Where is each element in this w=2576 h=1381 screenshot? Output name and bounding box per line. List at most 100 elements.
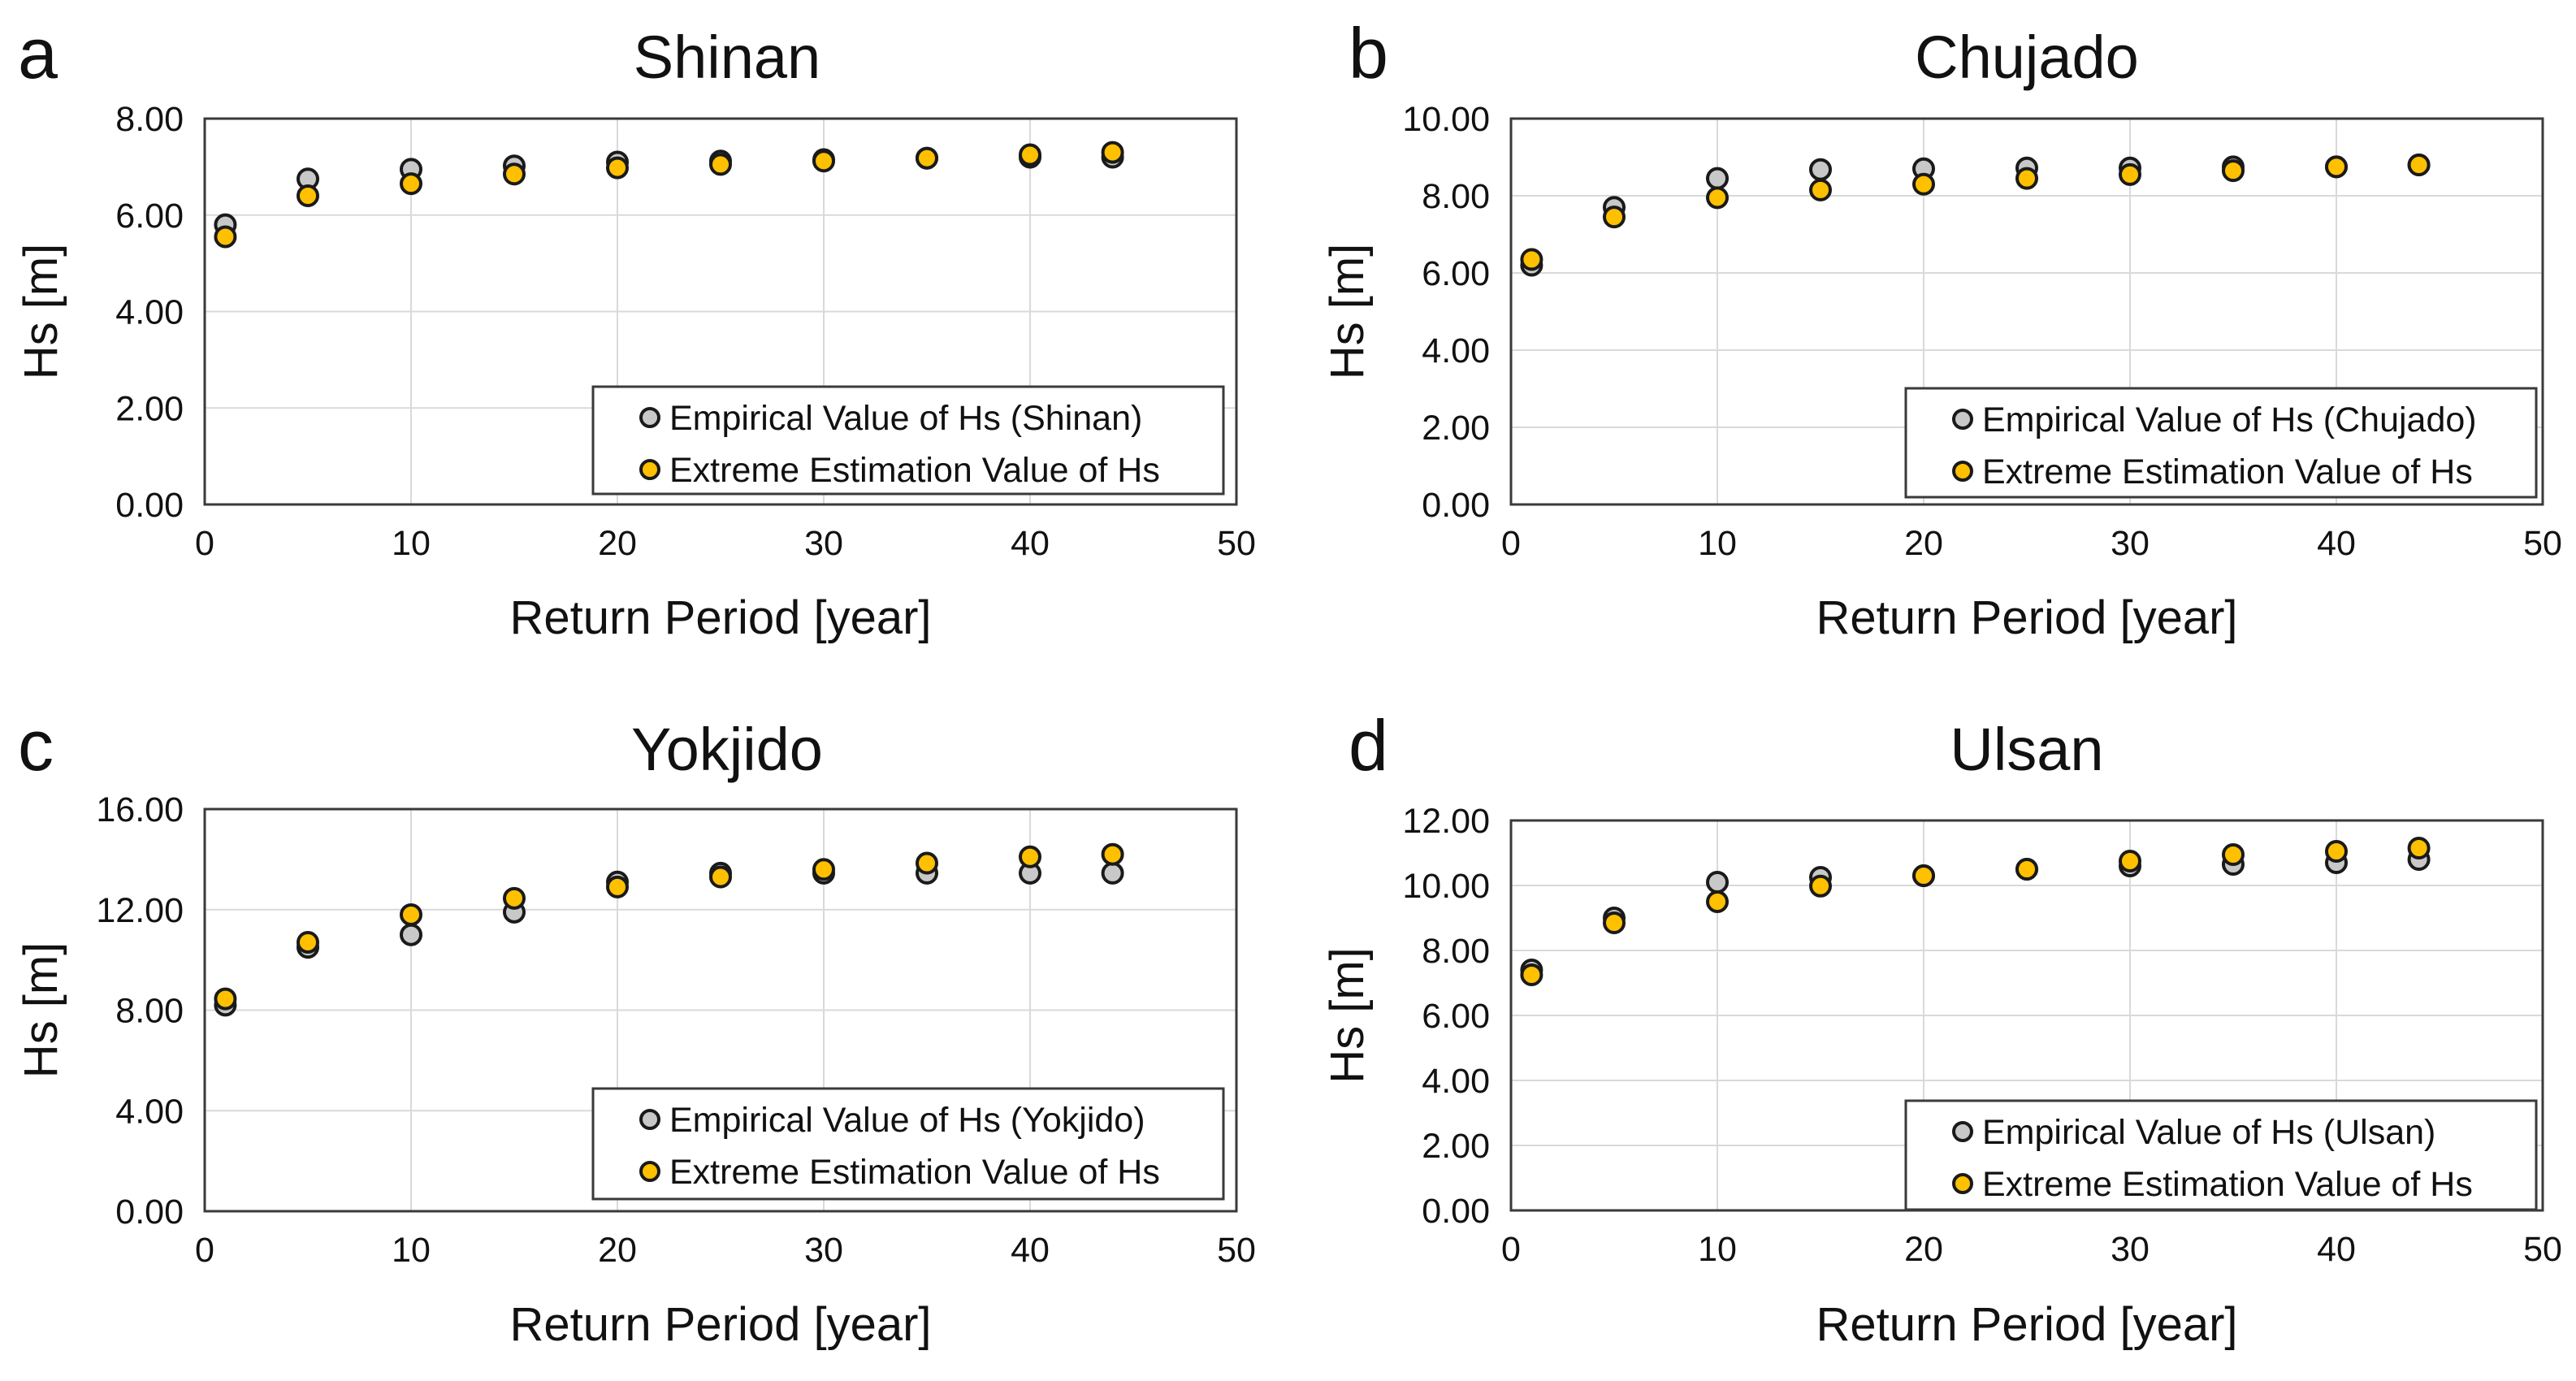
legend-label-estimate: Extreme Estimation Value of Hs <box>1982 452 2473 491</box>
estimate-point <box>1706 890 1729 913</box>
legend-label-estimate: Extreme Estimation Value of Hs <box>669 1153 1160 1192</box>
x-axis-label: Return Period [year] <box>1816 591 2237 644</box>
panel-letter: a <box>18 13 58 93</box>
x-tick-label: 50 <box>1217 1231 1256 1270</box>
estimate-point <box>2015 167 2038 190</box>
legend-label-empirical: Empirical Value of Hs (Ulsan) <box>1982 1113 2435 1152</box>
y-tick-label: 2.00 <box>1422 1127 1490 1166</box>
chart-title: Shinan <box>634 24 820 91</box>
x-tick-label: 10 <box>392 524 431 563</box>
y-tick-label: 10.00 <box>1402 867 1490 906</box>
estimate-point <box>2119 850 2141 872</box>
y-tick-label: 0.00 <box>115 486 184 525</box>
estimate-point <box>400 903 422 926</box>
empirical-point <box>1101 861 1124 885</box>
legend-label-empirical: Empirical Value of Hs (Shinan) <box>669 399 1142 438</box>
chart-panel-c: c Yokjido 0.00 4.00 8.00 12.00 16.00 0 10 20 30 40 5… <box>15 705 1256 1351</box>
estimate-point <box>400 172 422 196</box>
estimate-point <box>812 149 835 173</box>
y-tick-label: 12.00 <box>1402 802 1490 841</box>
legend-marker-estimate <box>1952 1173 1973 1194</box>
y-axis-label: Hs [m] <box>15 244 67 380</box>
x-tick-label: 30 <box>804 1231 843 1270</box>
x-tick-label: 20 <box>598 1231 637 1270</box>
y-tick-label: 4.00 <box>1422 1062 1490 1101</box>
estimate-point <box>1809 874 1832 898</box>
legend-label-empirical: Empirical Value of Hs (Yokjido) <box>669 1101 1145 1140</box>
chart-panel-a: a Shinan 0.00 2.00 4.00 6.00 8.00 0 10 20 30 40 50 Re… <box>15 13 1256 644</box>
estimate-point <box>2325 840 2348 863</box>
panel-letter: c <box>18 705 54 786</box>
estimate-point <box>1603 911 1626 934</box>
legend-marker-empirical <box>1952 409 1973 430</box>
x-tick-label: 20 <box>598 524 637 563</box>
x-axis-label: Return Period [year] <box>509 591 931 644</box>
x-tick-label: 0 <box>1501 524 1521 563</box>
estimate-point <box>606 875 629 898</box>
legend-marker-estimate <box>639 1161 660 1182</box>
estimate-point <box>297 184 319 207</box>
y-axis-label: Hs [m] <box>15 942 67 1079</box>
estimate-point <box>1101 141 1124 164</box>
chart-title: Yokjido <box>631 716 823 783</box>
empirical-point <box>1706 167 1729 190</box>
chart-panel-b: b Chujado 0.00 2.00 4.00 6.00 8.00 10.00 0 10 20 30… <box>1321 13 2562 644</box>
estimate-point <box>1520 248 1543 271</box>
estimate-point <box>812 858 835 881</box>
estimate-point <box>214 225 237 249</box>
y-tick-label: 8.00 <box>1422 932 1490 971</box>
empirical-point <box>1809 158 1832 181</box>
estimate-point <box>916 146 938 170</box>
y-axis-label: Hs [m] <box>1321 947 1374 1084</box>
estimate-point <box>2407 837 2431 859</box>
y-tick-label: 0.00 <box>115 1193 184 1232</box>
estimate-point <box>2015 858 2038 881</box>
estimate-point <box>214 987 237 1011</box>
estimate-point <box>709 153 732 176</box>
legend: Empirical Value of Hs (Chujado) Extreme E… <box>1904 387 2538 499</box>
x-tick-label: 40 <box>1011 524 1050 563</box>
legend-box <box>1904 387 2538 499</box>
legend-box <box>591 1087 1225 1201</box>
plot-frame <box>203 117 1238 506</box>
legend-box <box>591 385 1225 496</box>
plot-frame <box>1509 117 2544 506</box>
empirical-point <box>1706 871 1729 894</box>
y-tick-label: 8.00 <box>1422 177 1490 216</box>
chart-title: Chujado <box>1915 24 2139 91</box>
x-tick-label: 50 <box>2523 1230 2562 1269</box>
x-tick-label: 10 <box>392 1231 431 1270</box>
x-axis-label: Return Period [year] <box>1816 1298 2237 1351</box>
estimate-point <box>1809 178 1832 201</box>
x-tick-label: 20 <box>1904 524 1943 563</box>
y-tick-label: 4.00 <box>1422 331 1490 370</box>
x-tick-label: 30 <box>2111 524 2150 563</box>
y-tick-label: 2.00 <box>115 389 184 428</box>
legend-marker-estimate <box>1952 461 1973 482</box>
empirical-point <box>400 923 422 946</box>
legend-marker-empirical <box>639 1109 660 1130</box>
x-tick-label: 40 <box>2317 524 2356 563</box>
legend-label-estimate: Extreme Estimation Value of Hs <box>1982 1165 2473 1204</box>
legend: Empirical Value of Hs (Ulsan) Extreme Est… <box>1904 1099 2538 1211</box>
y-tick-label: 10.00 <box>1402 100 1490 139</box>
estimate-point <box>709 865 732 889</box>
estimate-point <box>1706 186 1729 210</box>
x-tick-label: 0 <box>195 524 214 563</box>
x-tick-label: 0 <box>1501 1230 1521 1269</box>
estimate-point <box>1520 963 1543 986</box>
estimate-point <box>606 156 629 180</box>
y-tick-label: 4.00 <box>115 293 184 332</box>
estimate-point <box>916 851 938 875</box>
x-tick-label: 50 <box>2523 524 2562 563</box>
x-tick-label: 30 <box>2111 1230 2150 1269</box>
legend: Empirical Value of Hs (Shinan) Extreme Es… <box>591 385 1225 496</box>
y-tick-label: 6.00 <box>1422 254 1490 293</box>
legend-label-empirical: Empirical Value of Hs (Chujado) <box>1982 400 2477 439</box>
estimate-point <box>2222 159 2245 183</box>
legend-marker-empirical <box>639 407 660 428</box>
legend-marker-estimate <box>639 459 660 480</box>
estimate-point <box>503 162 526 186</box>
estimate-point <box>1912 864 1935 887</box>
estimate-point <box>1603 206 1626 229</box>
